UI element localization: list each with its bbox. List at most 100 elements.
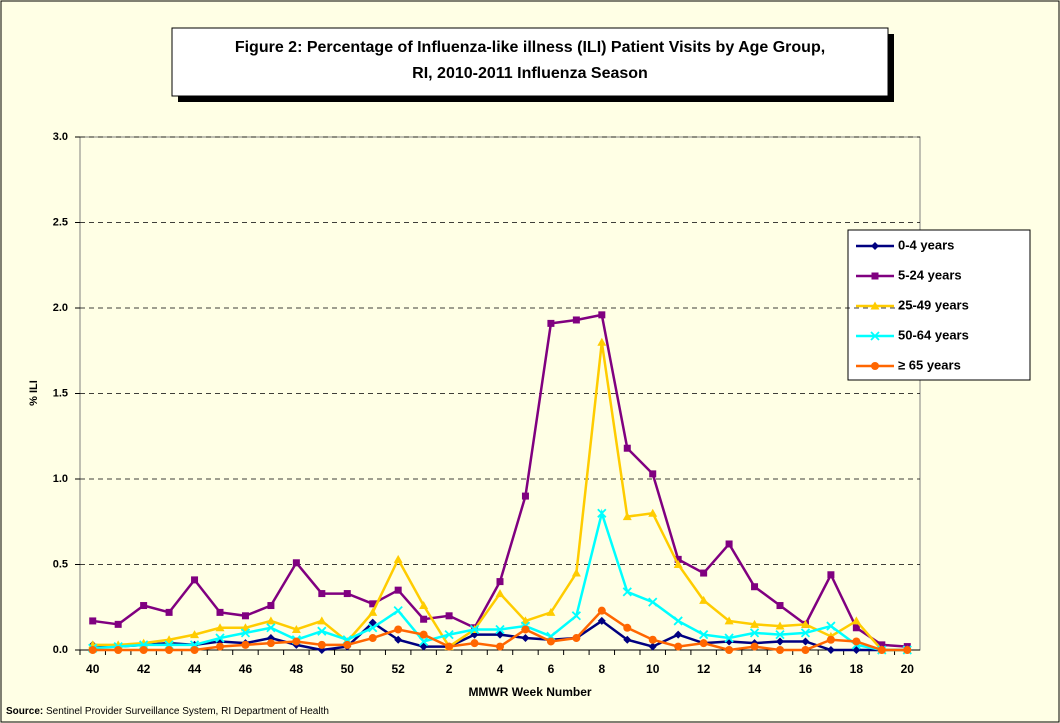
y-tick-label: 2.0 <box>53 302 68 314</box>
marker <box>826 621 836 631</box>
marker <box>751 583 759 591</box>
marker <box>597 508 607 518</box>
marker <box>775 621 785 630</box>
marker <box>215 623 225 632</box>
marker <box>871 272 879 280</box>
marker <box>800 628 811 638</box>
marker <box>292 559 300 567</box>
marker <box>445 642 454 651</box>
marker <box>776 637 784 646</box>
marker <box>496 578 504 586</box>
marker <box>801 646 810 654</box>
x-tick-label: 6 <box>548 662 555 676</box>
y-tick-label: 0.5 <box>53 558 68 570</box>
marker <box>852 637 861 646</box>
marker <box>520 616 530 625</box>
x-tick-label: 10 <box>646 662 660 676</box>
marker <box>368 623 378 633</box>
marker <box>776 602 784 610</box>
marker <box>317 626 327 636</box>
marker <box>597 606 606 615</box>
marker <box>775 629 785 640</box>
marker <box>241 612 249 620</box>
marker <box>343 640 352 649</box>
x-tick-label: 4 <box>497 662 504 676</box>
marker <box>698 629 709 640</box>
y-tick-label: 1.5 <box>53 387 68 399</box>
marker <box>623 623 632 632</box>
marker <box>240 628 251 638</box>
x-tick-label: 20 <box>901 662 915 676</box>
marker <box>597 616 606 625</box>
marker <box>164 635 174 644</box>
marker <box>140 602 148 610</box>
legend-label: 50-64 years <box>898 327 969 342</box>
marker <box>877 646 886 654</box>
marker <box>495 624 505 635</box>
marker <box>444 629 454 640</box>
x-tick-label: 48 <box>290 662 304 676</box>
marker <box>648 642 657 651</box>
marker <box>343 590 351 598</box>
marker <box>871 362 879 370</box>
title-box <box>171 27 889 97</box>
source: Source: Sentinel Provider Surveillance S… <box>6 706 329 717</box>
marker <box>674 555 682 563</box>
y-tick-label: 0.0 <box>53 644 68 656</box>
marker <box>699 595 709 604</box>
marker <box>674 630 683 639</box>
marker <box>215 633 225 643</box>
source-text: Sentinel Provider Surveillance System, R… <box>46 706 329 717</box>
marker <box>648 508 658 517</box>
marker <box>801 637 810 646</box>
marker <box>622 512 632 521</box>
marker <box>317 616 327 625</box>
x-tick-label: 40 <box>86 662 100 676</box>
marker <box>368 634 377 643</box>
marker <box>597 337 607 346</box>
marker <box>191 576 199 584</box>
marker <box>800 619 810 628</box>
marker <box>419 630 428 639</box>
marker <box>114 646 123 654</box>
marker <box>470 639 479 648</box>
marker <box>394 586 402 594</box>
marker <box>673 560 683 568</box>
marker <box>240 623 250 632</box>
marker <box>700 569 708 577</box>
chart-title: Figure 2: Percentage of Influenza-like i… <box>235 39 825 56</box>
marker <box>674 642 683 651</box>
y-tick-label: 2.5 <box>53 216 68 228</box>
marker <box>725 540 733 548</box>
marker <box>445 612 453 620</box>
marker <box>851 616 861 625</box>
marker <box>420 615 428 623</box>
marker <box>292 637 301 646</box>
legend-label: 25-49 years <box>898 297 969 312</box>
marker <box>572 316 580 324</box>
marker <box>852 624 860 632</box>
marker <box>88 646 97 654</box>
x-tick-label: 50 <box>341 662 355 676</box>
x-tick-label: 14 <box>748 662 762 676</box>
chart-title: RI, 2010-2011 Influenza Season <box>412 65 648 82</box>
marker <box>871 242 879 250</box>
marker <box>216 642 224 651</box>
marker <box>521 625 530 634</box>
marker <box>190 646 199 654</box>
marker <box>724 633 734 643</box>
x-tick-label: 52 <box>392 662 406 676</box>
marker <box>190 630 200 639</box>
marker <box>903 646 912 654</box>
x-tick-label: 46 <box>239 662 253 676</box>
x-tick-label: 44 <box>188 662 202 676</box>
marker <box>496 642 504 651</box>
marker <box>623 444 631 452</box>
marker <box>649 470 657 478</box>
marker <box>598 311 606 319</box>
marker <box>622 587 632 597</box>
legend-label: 5-24 years <box>898 267 962 282</box>
x-tick-label: 18 <box>850 662 864 676</box>
marker <box>623 635 632 644</box>
